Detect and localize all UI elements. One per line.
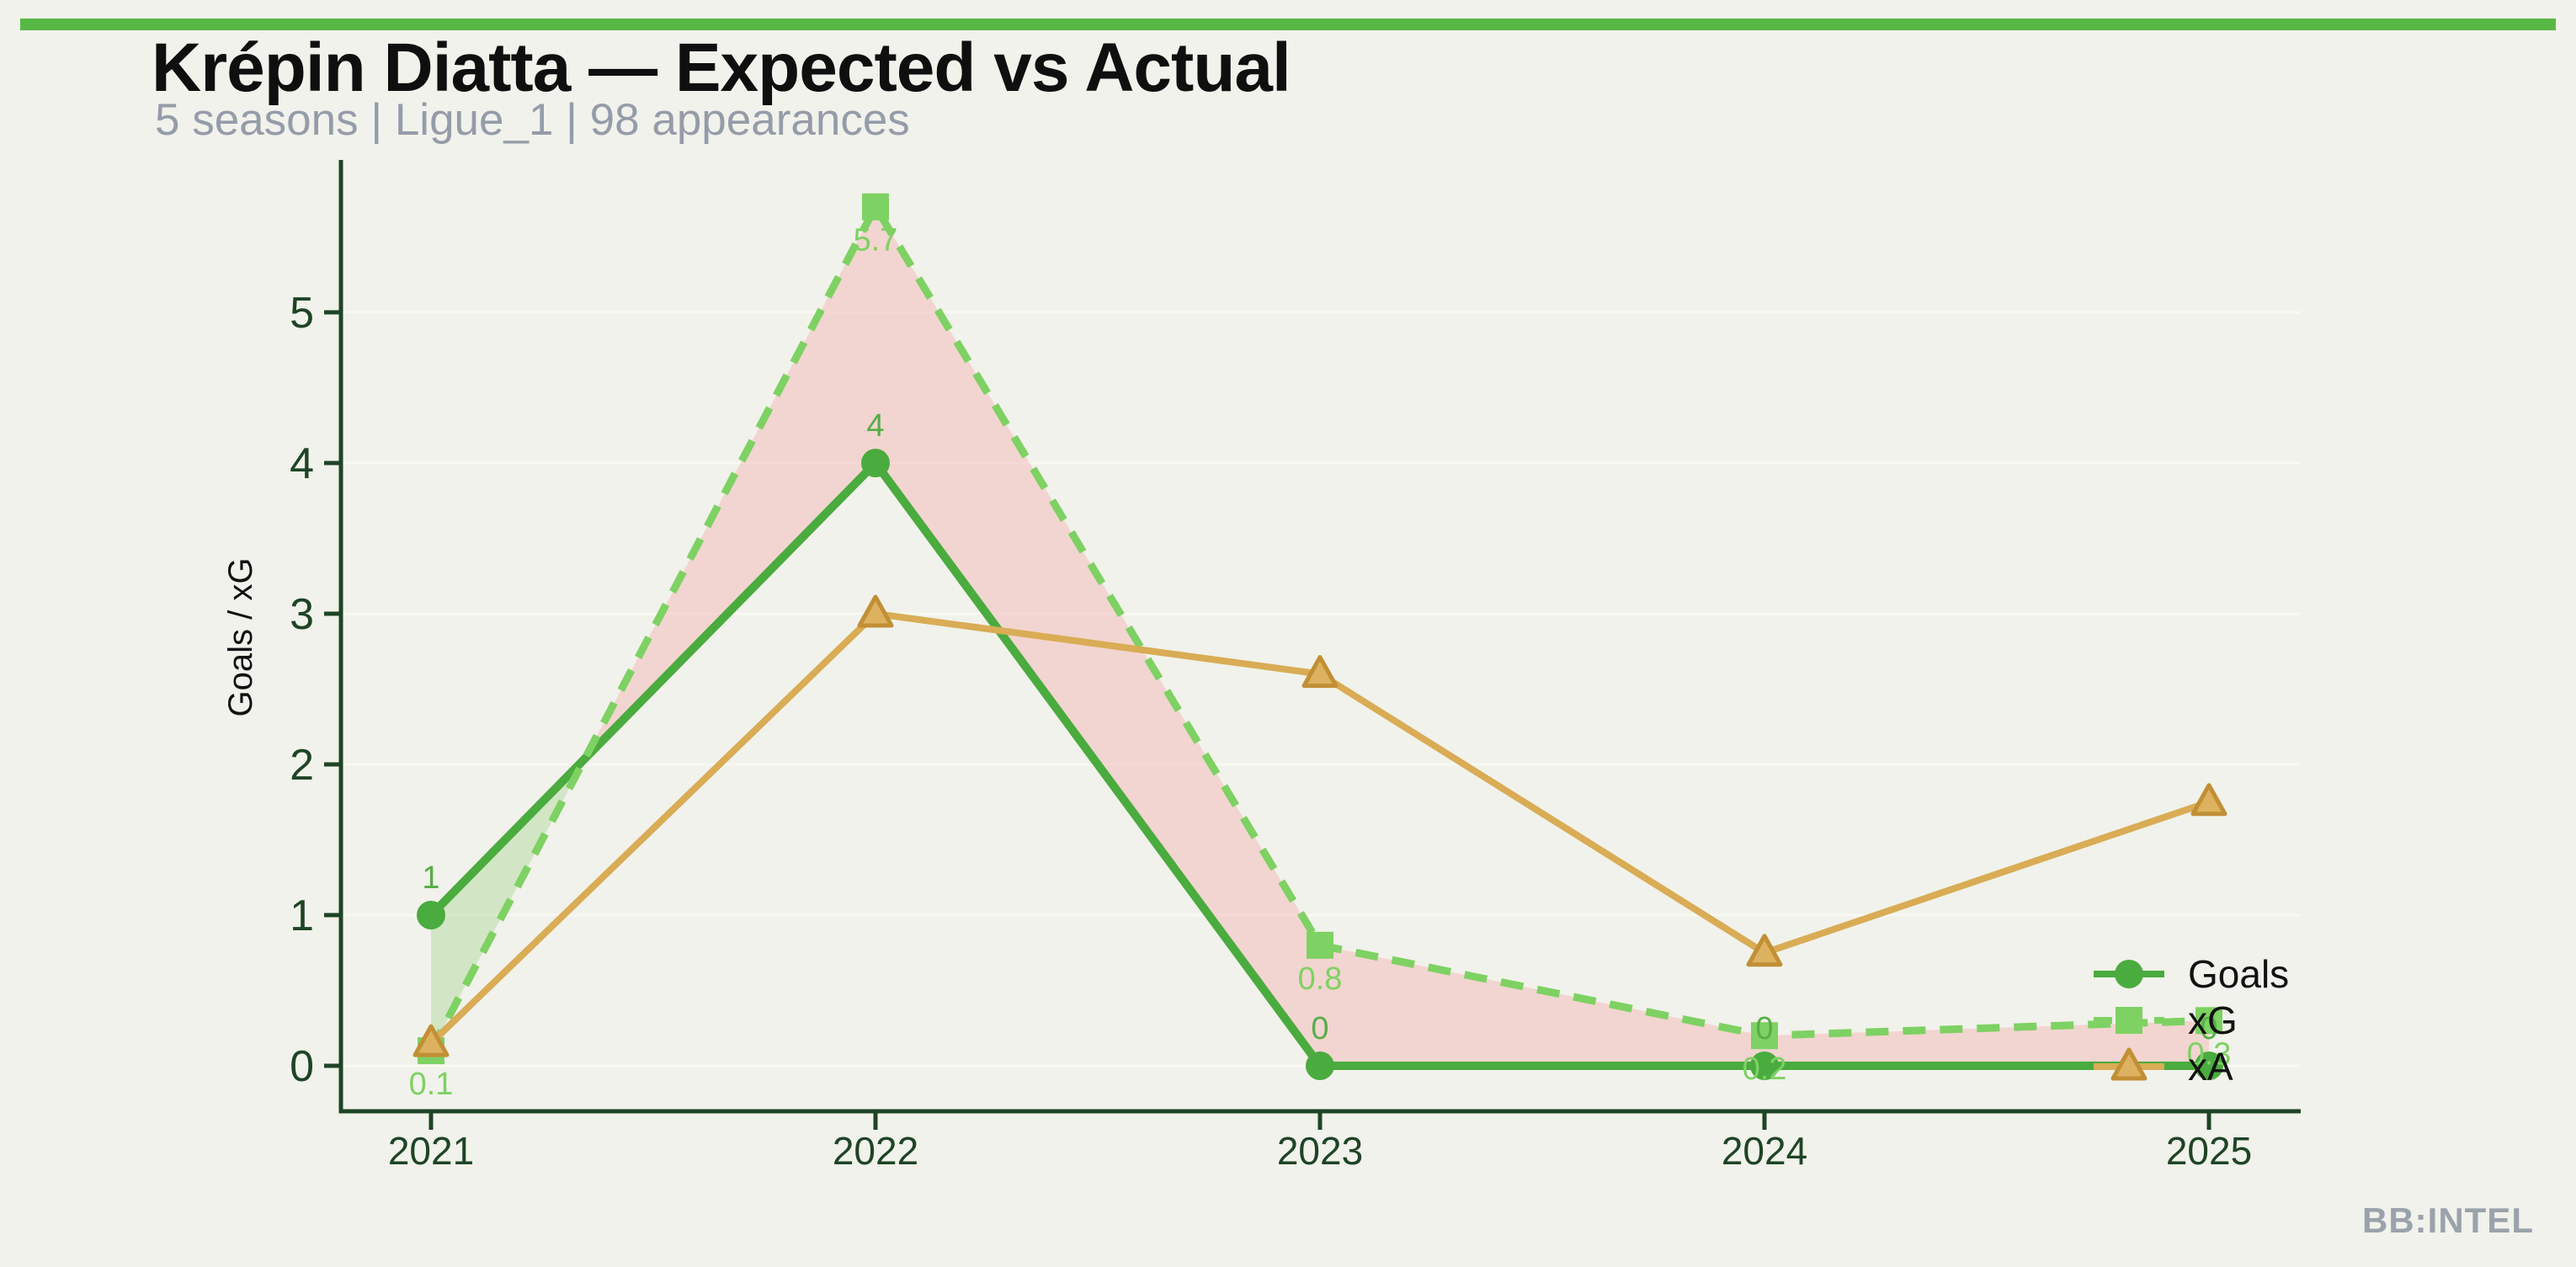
y-axis-label: Goals / xG xyxy=(222,558,259,717)
series-goals xyxy=(417,449,2223,1080)
svg-text:0.3: 0.3 xyxy=(2187,1036,2232,1072)
goals-vs-xg-fill xyxy=(431,206,2209,1066)
labels-goals: 1 4 0 0 0 xyxy=(422,408,2217,1046)
marker-goals xyxy=(2195,1051,2223,1080)
marker-xa xyxy=(2190,783,2227,817)
marker-xa xyxy=(1301,655,1339,689)
accent-bar xyxy=(20,19,2556,30)
marker-xg xyxy=(1751,1022,1778,1050)
svg-text:2022: 2022 xyxy=(833,1129,918,1173)
svg-text:5.7: 5.7 xyxy=(854,223,898,258)
x-tick-labels: 2021 2022 2023 2024 2025 xyxy=(388,1129,2252,1173)
labels-xg: 0.1 5.7 0.8 0.2 0.3 xyxy=(409,223,2232,1102)
svg-text:2025: 2025 xyxy=(2166,1129,2252,1173)
svg-text:2024: 2024 xyxy=(1722,1129,1807,1173)
marker-goals xyxy=(1750,1051,1779,1080)
svg-text:0.2: 0.2 xyxy=(1743,1051,1787,1087)
svg-text:0: 0 xyxy=(2200,1011,2217,1046)
marker-xa xyxy=(857,594,894,628)
svg-text:2: 2 xyxy=(290,741,314,790)
svg-text:4: 4 xyxy=(866,408,884,444)
marker-goals xyxy=(861,449,890,477)
marker-goals xyxy=(1306,1051,1334,1080)
svg-text:0: 0 xyxy=(1311,1011,1328,1046)
brand-footer: BB:INTEL xyxy=(2362,1200,2534,1240)
marker-xa xyxy=(1746,934,1783,967)
series-xa xyxy=(412,594,2227,1057)
chart-title: Krépin Diatta — Expected vs Actual xyxy=(152,29,1291,106)
svg-text:5: 5 xyxy=(290,289,314,338)
marker-goals xyxy=(417,901,445,929)
svg-text:0.8: 0.8 xyxy=(1298,961,1343,997)
marker-xa xyxy=(412,1024,450,1057)
svg-text:1: 1 xyxy=(422,860,439,896)
y-tick-labels: 0 1 2 3 4 5 xyxy=(290,289,314,1091)
marker-goals xyxy=(2115,960,2143,988)
svg-text:4: 4 xyxy=(290,439,314,488)
marker-xa xyxy=(2110,1047,2148,1081)
marker-xg xyxy=(862,193,889,221)
marker-xg xyxy=(1307,931,1333,959)
marker-xg xyxy=(2195,1007,2222,1035)
svg-text:0: 0 xyxy=(290,1042,314,1091)
svg-text:3: 3 xyxy=(290,590,314,639)
svg-text:0: 0 xyxy=(1755,1011,1773,1046)
chart-subtitle: 5 seasons | Ligue_1 | 98 appearances xyxy=(155,95,910,145)
legend-label-xa: xA xyxy=(2188,1045,2233,1089)
legend-label-xg: xG xyxy=(2188,998,2238,1042)
legend-label-goals: Goals xyxy=(2188,952,2289,996)
svg-text:1: 1 xyxy=(290,892,314,940)
svg-text:0.1: 0.1 xyxy=(409,1067,454,1102)
marker-xg xyxy=(2116,1007,2142,1034)
svg-text:2021: 2021 xyxy=(388,1129,474,1173)
svg-text:2023: 2023 xyxy=(1277,1129,1363,1173)
axes xyxy=(324,160,2301,1130)
